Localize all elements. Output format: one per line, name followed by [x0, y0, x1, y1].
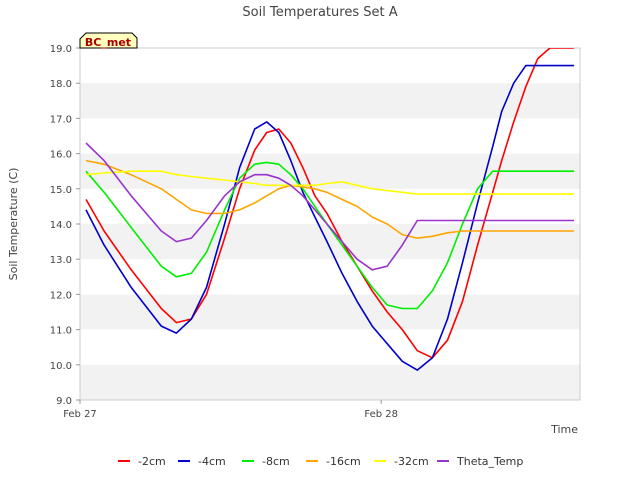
grid-band: [80, 224, 580, 260]
grid-band: [80, 294, 580, 330]
y-tick-label: 19.0: [50, 44, 72, 55]
y-axis-ticks: 9.0 10.0 11.0 12.0 13.0 14.0 15.0 16.0 17.0 18.0 1…: [50, 44, 80, 407]
legend-label: Theta_Temp: [456, 455, 523, 468]
y-tick-label: 10.0: [50, 361, 72, 372]
legend-label: -16cm: [326, 455, 361, 468]
legend-label: -2cm: [138, 455, 166, 468]
y-tick-label: 16.0: [50, 150, 72, 161]
badge-shape: [79, 32, 138, 49]
grid-band: [80, 364, 580, 400]
station-badge: BC_met: [79, 32, 138, 49]
series-line-2cm: [85, 48, 574, 359]
series-lines: [85, 48, 574, 371]
y-tick-label: 17.0: [50, 114, 72, 125]
legend-item: -32cm: [374, 455, 429, 468]
chart-title: Soil Temperatures Set A: [242, 5, 397, 20]
y-tick-label: 9.0: [56, 396, 72, 407]
y-axis-label: Soil Temperature (C): [7, 168, 20, 281]
legend-item: -8cm: [242, 455, 290, 468]
badge-label: BC_met: [85, 36, 131, 49]
series-line-32cm: [85, 170, 574, 195]
series-line-16cm: [85, 159, 574, 239]
legend-label: -4cm: [198, 455, 226, 468]
legend-item: Theta_Temp: [437, 455, 523, 468]
series-line-8cm: [85, 161, 574, 310]
y-tick-label: 13.0: [50, 255, 72, 266]
legend-item: -16cm: [306, 455, 361, 468]
y-tick-label: 11.0: [50, 326, 72, 337]
legend-label: -8cm: [262, 455, 290, 468]
x-tick-label: Feb 28: [364, 409, 398, 420]
x-axis-ticks: Feb 27 Feb 28: [63, 400, 398, 420]
y-tick-label: 12.0: [50, 290, 72, 301]
grid-band: [80, 83, 580, 119]
x-tick-label: Feb 27: [63, 409, 97, 420]
x-axis-label: Time: [550, 423, 578, 436]
series-line-4cm: [85, 64, 574, 371]
y-tick-label: 15.0: [50, 185, 72, 196]
legend-label: -32cm: [394, 455, 429, 468]
series-line-theta-temp: [85, 142, 574, 271]
grid-bands: [80, 83, 580, 400]
y-tick-label: 18.0: [50, 79, 72, 90]
y-tick-label: 14.0: [50, 220, 72, 231]
legend: -2cm -4cm -8cm -16cm -32cm Theta_Temp: [118, 455, 523, 468]
legend-item: -4cm: [178, 455, 226, 468]
legend-item: -2cm: [118, 455, 166, 468]
